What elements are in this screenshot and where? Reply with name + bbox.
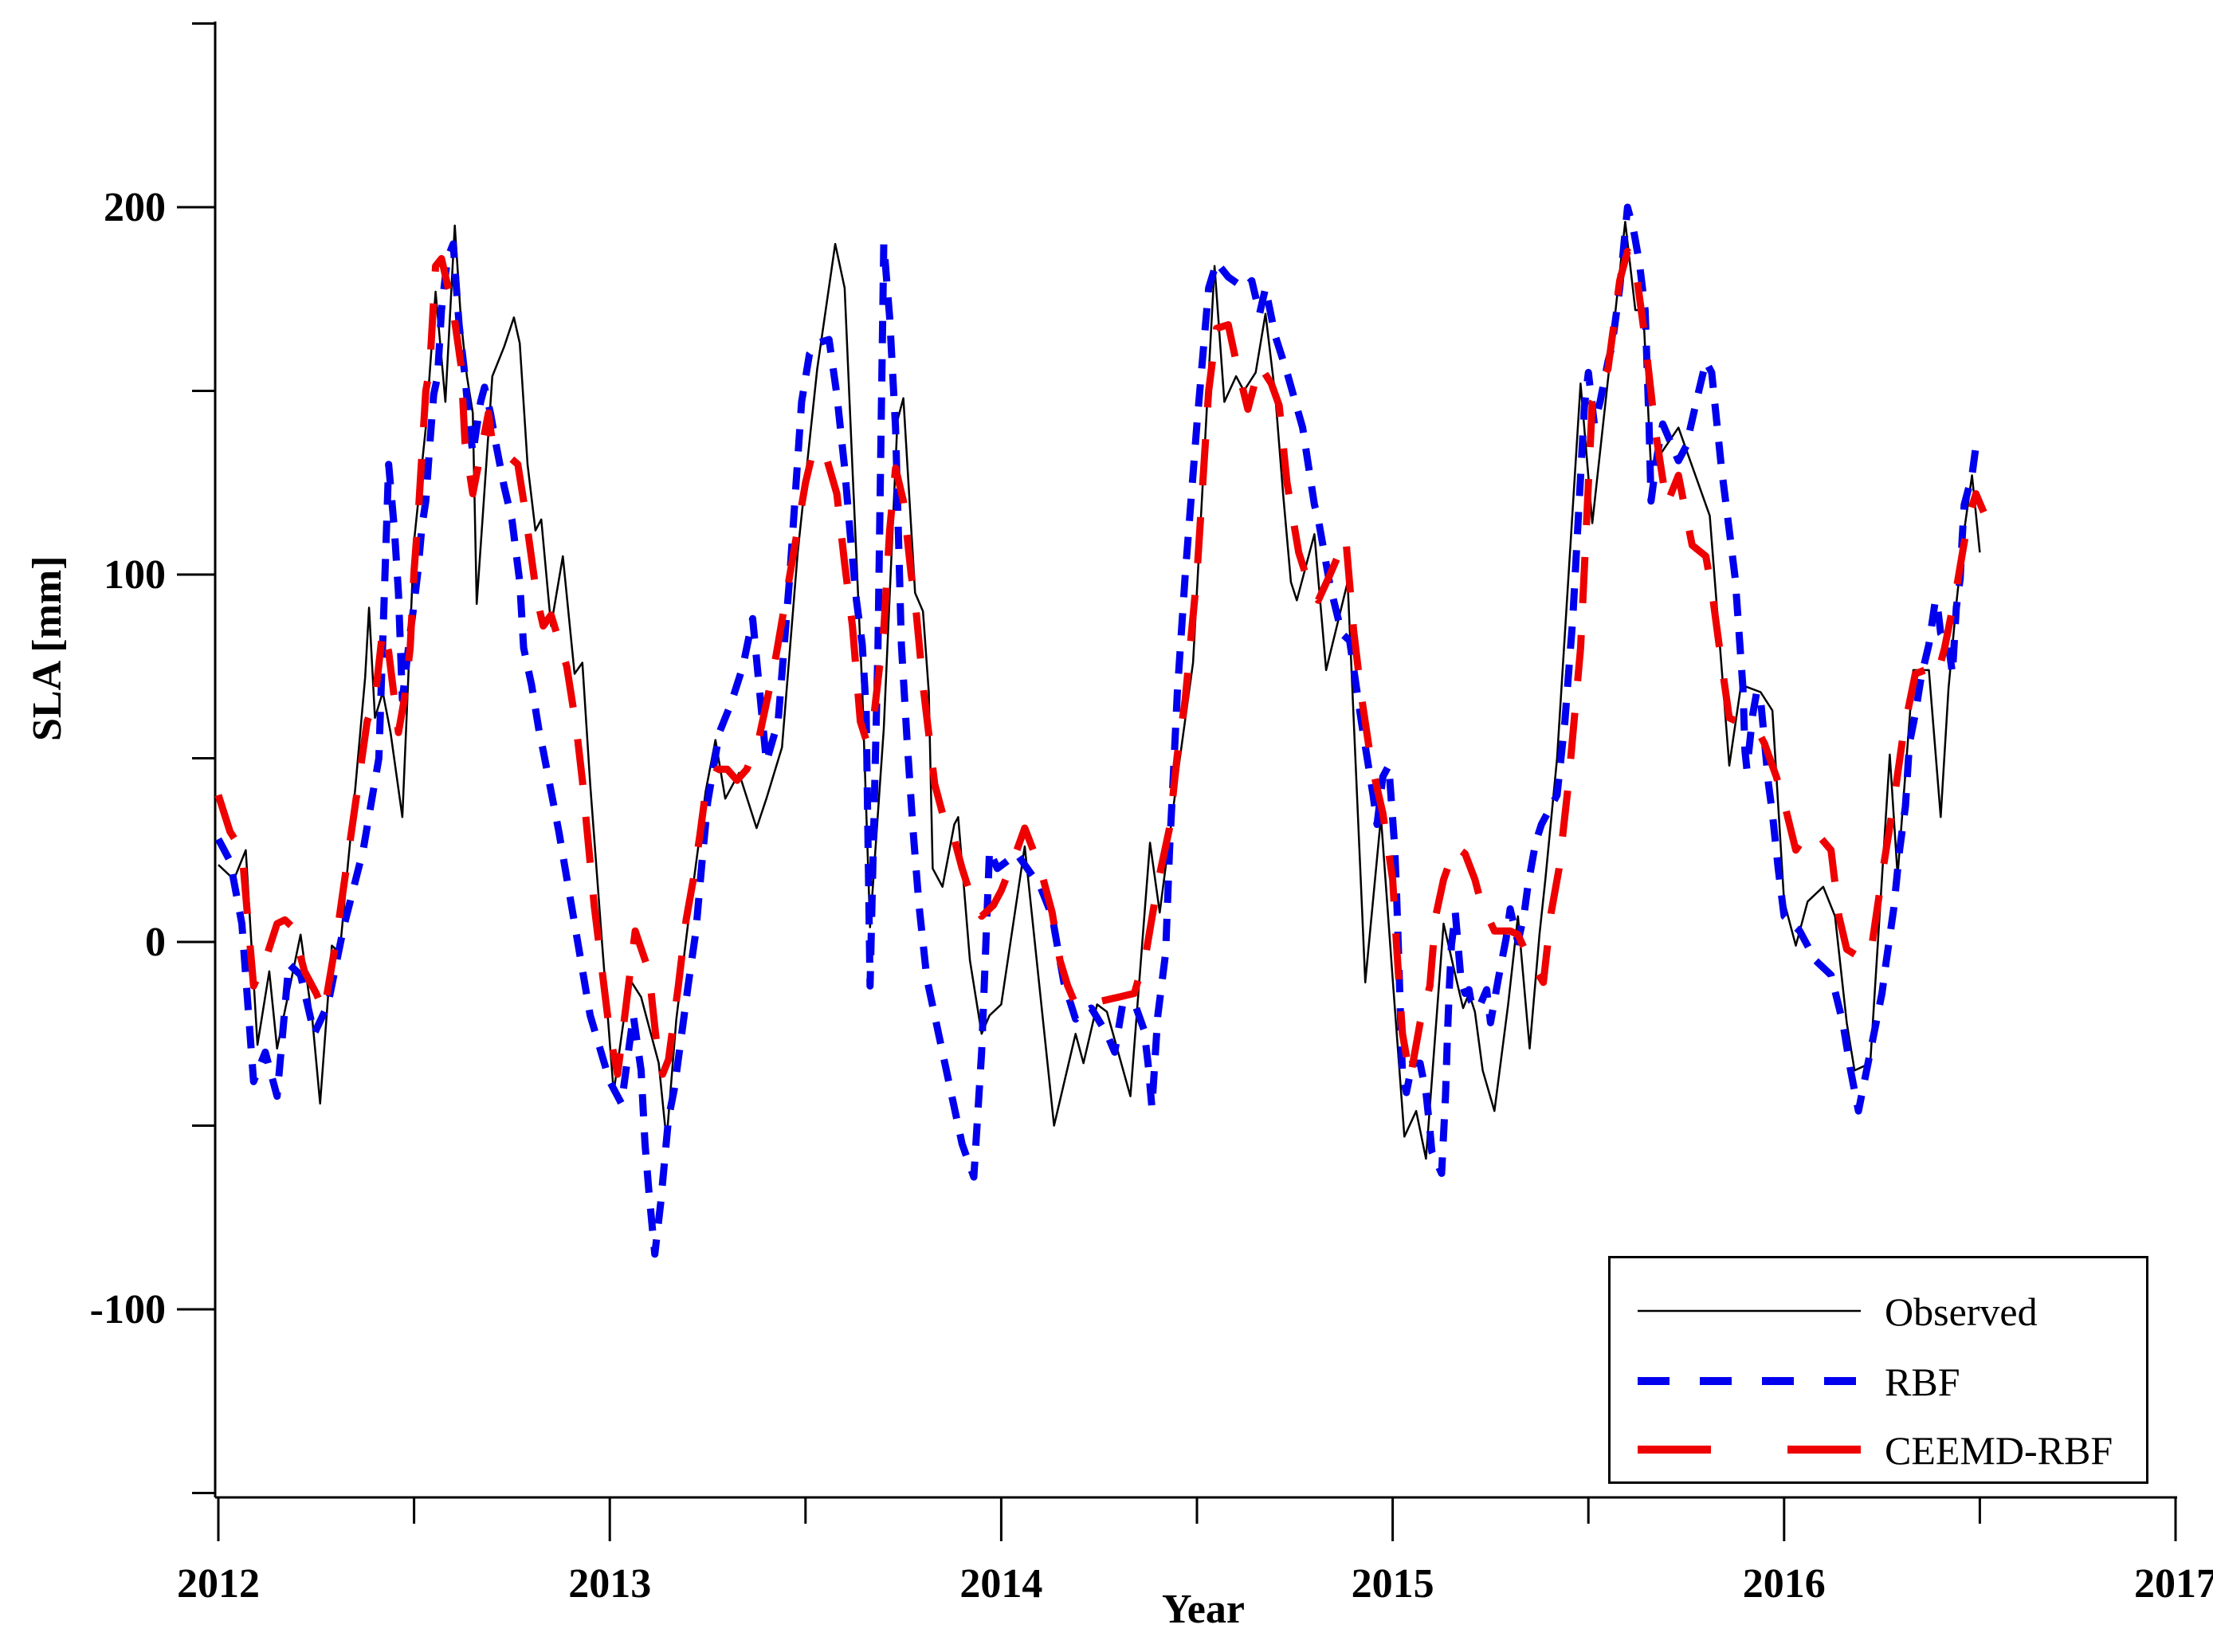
x-axis-title: Year	[1162, 1587, 1245, 1632]
legend-label-observed: Observed	[1885, 1289, 2038, 1334]
legend-label-ceemd-rbf: CEEMD-RBF	[1885, 1428, 2113, 1473]
y-tick-label: 100	[104, 552, 166, 598]
y-tick-label: 0	[145, 920, 166, 965]
legend-item-observed: Observed	[1611, 1287, 2146, 1335]
x-tick-label: 2014	[959, 1561, 1042, 1607]
series-ceemd-rbf	[214, 247, 1987, 1082]
x-tick-label: 2012	[177, 1561, 260, 1607]
legend-item-ceemd-rbf: CEEMD-RBF	[1611, 1426, 2146, 1473]
y-axis-title: SLA [mm]	[25, 555, 70, 741]
legend-box: Observed RBF CEEMD-RBF	[1608, 1256, 2148, 1484]
rbf-line-sample	[1638, 1377, 1861, 1385]
x-tick-label: 2016	[1743, 1561, 1826, 1607]
y-tick-label: -100	[90, 1287, 166, 1332]
x-tick-label: 2013	[568, 1561, 651, 1607]
y-tick-label: 200	[104, 185, 166, 230]
observed-line-sample	[1638, 1309, 1861, 1313]
legend-label-rbf: RBF	[1885, 1360, 1960, 1404]
legend-item-rbf: RBF	[1611, 1357, 2146, 1405]
ceemd-rbf-line-sample	[1638, 1446, 1861, 1454]
x-tick-label: 2017	[2134, 1561, 2213, 1607]
x-tick-label: 2015	[1352, 1561, 1434, 1607]
series-rbf	[215, 203, 1985, 1258]
